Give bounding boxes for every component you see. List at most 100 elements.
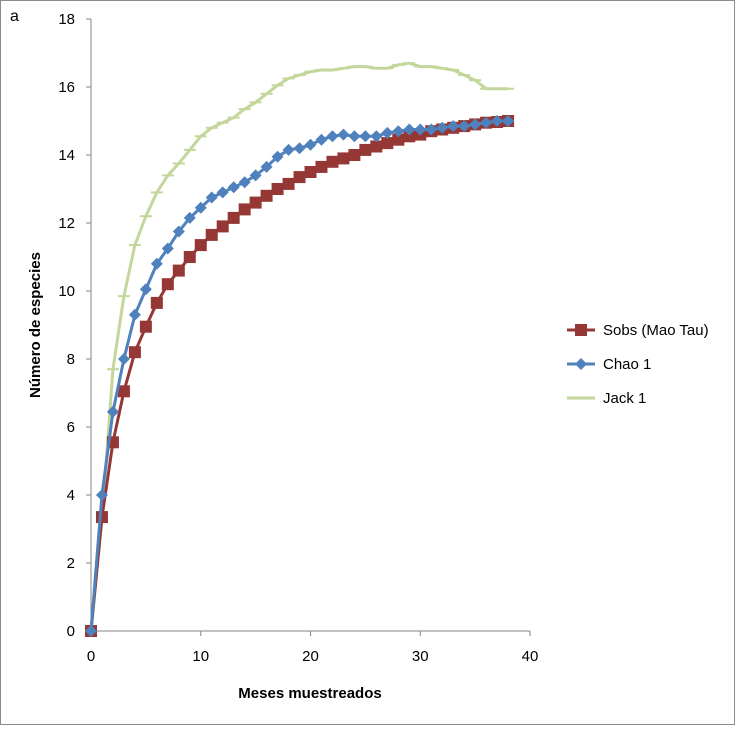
data-point-chao-1	[117, 353, 130, 365]
data-point-sobs-mao-tau	[139, 320, 152, 333]
series-layer	[85, 61, 515, 637]
data-point-chao-1	[359, 130, 372, 143]
data-point-sobs-mao-tau	[117, 385, 130, 398]
legend-swatch-marker	[575, 358, 587, 370]
data-point-sobs-mao-tau	[348, 149, 361, 161]
legend-label: Chao 1	[603, 356, 651, 373]
data-point-chao-1	[381, 126, 394, 139]
data-point-chao-1	[469, 118, 482, 131]
data-point-chao-1	[414, 123, 427, 136]
data-point-sobs-mao-tau	[227, 211, 240, 224]
data-point-chao-1	[216, 186, 229, 199]
data-point-sobs-mao-tau	[271, 183, 284, 195]
data-point-chao-1	[95, 489, 108, 501]
data-point-chao-1	[315, 133, 328, 146]
data-point-chao-1	[194, 201, 207, 214]
legend-label: Sobs (Mao Tau)	[603, 322, 709, 339]
data-point-chao-1	[293, 142, 306, 155]
x-tick-label: 30	[412, 648, 429, 665]
legend-label: Jack 1	[603, 390, 646, 407]
y-tick-label: 18	[58, 11, 75, 28]
panel-label: a	[10, 8, 19, 25]
x-tick-label: 20	[302, 648, 319, 665]
ticks: 0 2 4 6 8 10 12 14 16 18 0 10 20 30 40	[58, 11, 538, 665]
data-point-sobs-mao-tau	[304, 166, 317, 178]
data-point-chao-1	[172, 225, 185, 238]
y-tick-label: 10	[58, 283, 75, 300]
data-point-chao-1	[491, 115, 504, 127]
y-axis-title: Número de especies	[27, 252, 44, 398]
x-axis-title: Meses muestreados	[238, 685, 381, 702]
data-point-sobs-mao-tau	[194, 239, 207, 252]
y-tick-label: 4	[67, 487, 75, 504]
series-chao-1	[85, 115, 515, 637]
series-jack-1	[85, 61, 515, 632]
data-point-sobs-mao-tau	[95, 511, 108, 524]
data-point-chao-1	[150, 257, 163, 270]
data-point-chao-1	[436, 121, 449, 134]
y-tick-label: 16	[58, 79, 75, 96]
data-point-chao-1	[205, 191, 218, 204]
legend-item-chao-1: Chao 1	[567, 356, 651, 373]
x-tick-label: 0	[87, 648, 95, 665]
data-point-sobs-mao-tau	[216, 220, 229, 233]
data-point-sobs-mao-tau	[249, 196, 262, 209]
data-point-sobs-mao-tau	[128, 346, 141, 359]
data-point-chao-1	[348, 130, 361, 143]
data-point-chao-1	[392, 125, 405, 138]
data-point-chao-1	[85, 625, 97, 637]
data-point-chao-1	[271, 150, 284, 163]
data-point-chao-1	[425, 123, 438, 136]
data-point-chao-1	[249, 169, 262, 182]
data-point-chao-1	[238, 176, 251, 189]
data-point-chao-1	[128, 308, 141, 321]
data-point-sobs-mao-tau	[260, 189, 273, 202]
data-point-chao-1	[304, 138, 317, 151]
data-point-sobs-mao-tau	[337, 152, 350, 165]
data-point-chao-1	[480, 116, 493, 129]
data-point-sobs-mao-tau	[150, 296, 163, 309]
data-point-chao-1	[139, 283, 152, 296]
axes	[90, 19, 530, 632]
data-point-sobs-mao-tau	[183, 251, 196, 263]
data-point-chao-1	[337, 128, 350, 141]
data-point-sobs-mao-tau	[238, 203, 251, 216]
data-point-chao-1	[458, 120, 471, 133]
data-point-chao-1	[106, 405, 119, 418]
legend-swatch-marker	[575, 324, 587, 336]
x-tick-label: 10	[192, 648, 209, 665]
y-tick-label: 6	[67, 419, 75, 436]
data-point-sobs-mao-tau	[392, 133, 405, 146]
legend: Sobs (Mao Tau) Chao 1 Jack 1	[567, 322, 709, 407]
data-point-sobs-mao-tau	[403, 130, 416, 143]
x-tick-label: 40	[522, 648, 539, 665]
legend-item-jack-1: Jack 1	[567, 390, 646, 407]
y-tick-label: 2	[67, 555, 75, 572]
y-tick-label: 0	[67, 623, 75, 640]
data-point-chao-1	[260, 160, 273, 173]
data-point-sobs-mao-tau	[381, 137, 394, 150]
data-point-chao-1	[403, 123, 416, 136]
data-point-chao-1	[370, 130, 383, 143]
data-point-chao-1	[161, 242, 174, 255]
legend-item-sobs-mao-tau: Sobs (Mao Tau)	[567, 322, 709, 339]
data-point-sobs-mao-tau	[315, 160, 328, 173]
data-point-chao-1	[183, 211, 196, 224]
data-point-sobs-mao-tau	[293, 171, 306, 184]
y-tick-label: 8	[67, 351, 75, 368]
data-point-chao-1	[447, 120, 460, 133]
data-point-chao-1	[326, 130, 339, 143]
data-point-sobs-mao-tau	[205, 228, 218, 241]
data-point-sobs-mao-tau	[282, 177, 295, 190]
data-point-sobs-mao-tau	[359, 143, 372, 156]
data-point-sobs-mao-tau	[326, 155, 339, 168]
data-point-chao-1	[282, 143, 295, 156]
series-sobs-mao-tau	[85, 115, 515, 637]
data-point-chao-1	[227, 181, 240, 194]
data-point-sobs-mao-tau	[161, 278, 174, 291]
data-point-chao-1	[502, 115, 515, 127]
y-tick-label: 14	[58, 147, 75, 164]
y-tick-label: 12	[58, 215, 75, 232]
data-point-sobs-mao-tau	[172, 264, 185, 277]
